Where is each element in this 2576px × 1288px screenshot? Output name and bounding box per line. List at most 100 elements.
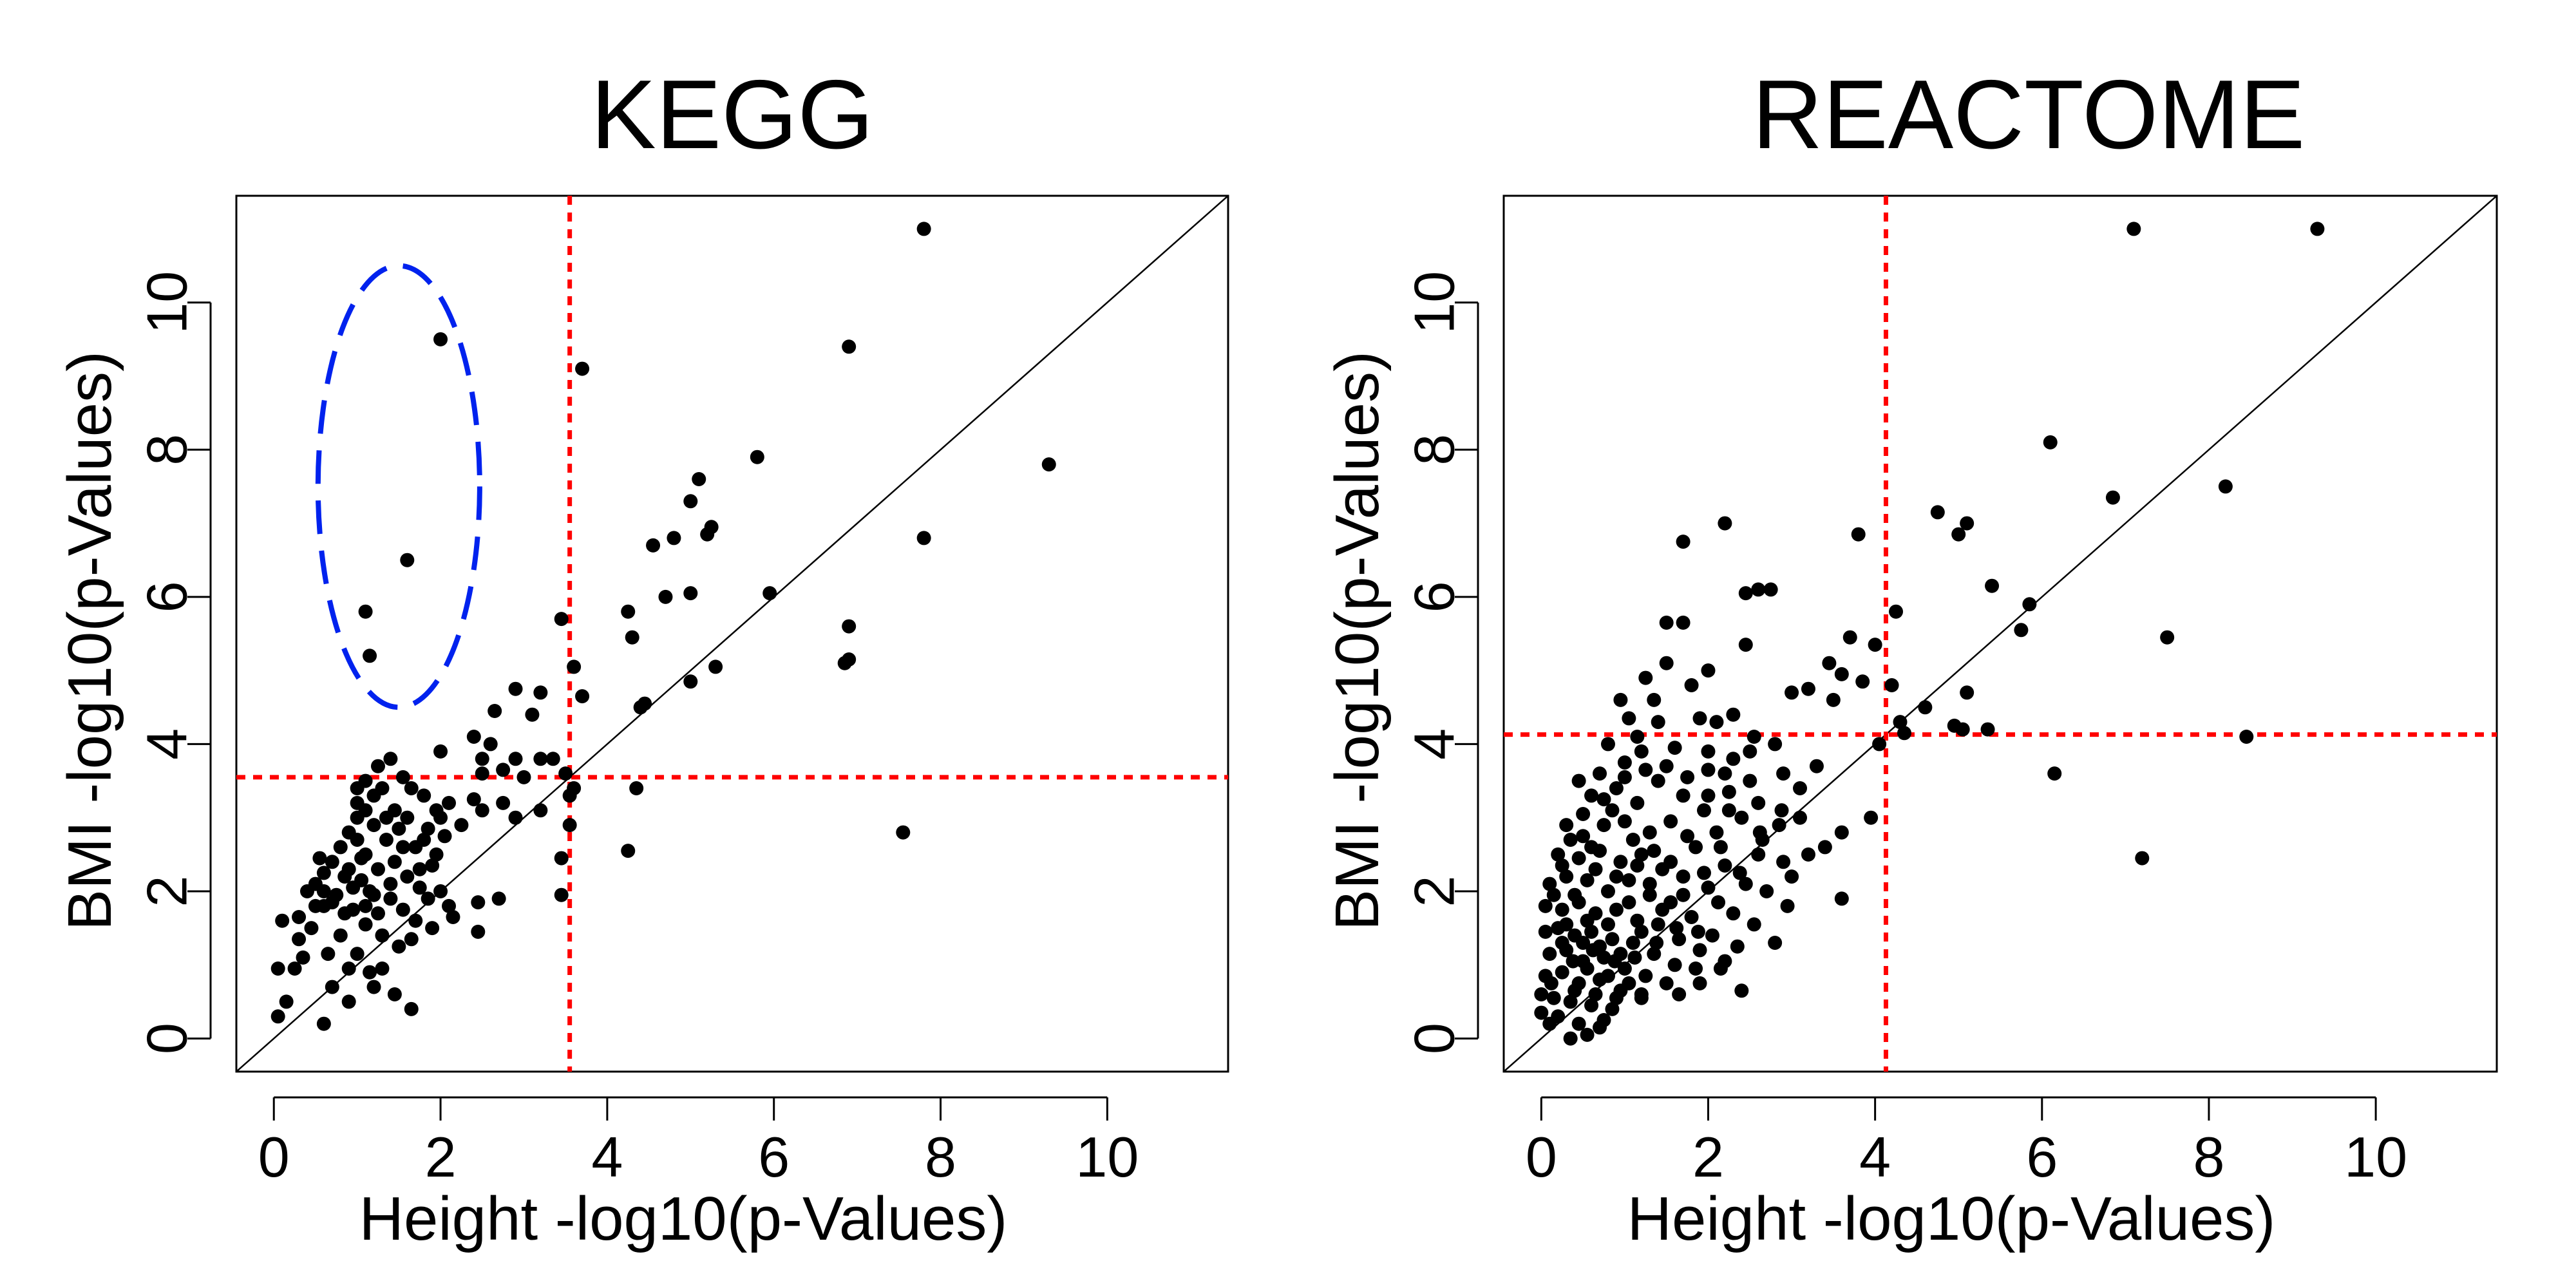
reactome-data-point xyxy=(1534,1005,1549,1020)
reactome-data-point xyxy=(1600,969,1615,983)
reactome-data-point xyxy=(1625,936,1640,950)
reactome-data-point xyxy=(1647,947,1662,961)
kegg-data-point xyxy=(496,795,511,810)
kegg-data-point xyxy=(567,781,582,795)
kegg-data-point xyxy=(275,913,290,928)
reactome-data-point xyxy=(1851,527,1866,542)
kegg-data-point xyxy=(417,833,431,847)
reactome-data-point xyxy=(1730,939,1745,954)
reactome-data-point xyxy=(1659,976,1674,990)
reactome-data-point xyxy=(1551,1009,1566,1024)
reactome-data-point xyxy=(1809,759,1824,773)
reactome-data-point xyxy=(1701,663,1716,678)
reactome-data-point xyxy=(1642,876,1657,891)
kegg-plot-frame xyxy=(235,194,1229,1073)
reactome-data-point xyxy=(1701,788,1716,803)
reactome-data-point xyxy=(1555,858,1569,873)
reactome-data-point xyxy=(1596,950,1611,965)
kegg-data-point xyxy=(292,910,307,924)
reactome-x-tick-label: 8 xyxy=(2193,1125,2224,1189)
reactome-data-point xyxy=(1696,803,1711,818)
reactome-data-point xyxy=(1793,810,1808,825)
reactome-data-point xyxy=(1566,954,1580,969)
kegg-data-point xyxy=(554,851,569,866)
kegg-data-point xyxy=(916,222,931,236)
reactome-data-point xyxy=(1613,692,1628,707)
kegg-y-tick-label: 6 xyxy=(135,581,199,612)
kegg-data-point xyxy=(633,700,648,715)
kegg-data-point xyxy=(346,880,361,895)
kegg-data-point xyxy=(296,950,310,965)
kegg-data-point xyxy=(692,472,706,486)
reactome-y-tick-label: 10 xyxy=(1403,271,1466,334)
kegg-x-tick-label: 2 xyxy=(425,1125,457,1189)
reactome-data-point xyxy=(1822,656,1837,670)
reactome-diagonal-line xyxy=(1504,196,2497,1072)
kegg-data-point xyxy=(412,880,427,895)
kegg-data-point xyxy=(383,876,398,891)
kegg-data-point xyxy=(491,891,506,906)
reactome-data-point xyxy=(1709,825,1724,840)
reactome-data-point xyxy=(2014,623,2029,638)
kegg-data-point xyxy=(421,891,435,906)
reactome-data-point xyxy=(1605,803,1620,818)
kegg-data-point xyxy=(700,527,715,542)
reactome-data-point xyxy=(1680,829,1695,844)
reactome-data-point xyxy=(2239,730,2254,744)
reactome-data-point xyxy=(1884,678,1899,692)
reactome-data-point xyxy=(1785,685,1799,700)
reactome-data-point xyxy=(1772,818,1786,833)
kegg-data-point xyxy=(683,494,698,509)
reactome-data-point xyxy=(1780,898,1795,913)
kegg-data-point xyxy=(545,752,560,766)
reactome-data-point xyxy=(1684,910,1699,924)
kegg-data-point xyxy=(333,840,348,855)
reactome-data-point xyxy=(1647,692,1662,707)
reactome-data-point xyxy=(1555,965,1569,980)
kegg-data-point xyxy=(366,788,381,803)
reactome-data-point xyxy=(1768,936,1783,950)
reactome-data-point xyxy=(1718,516,1732,531)
reactome-data-point xyxy=(1642,825,1657,840)
reactome-data-point xyxy=(1918,700,1933,715)
reactome-data-point xyxy=(1690,924,1705,939)
reactome-data-point xyxy=(1951,527,1966,542)
reactome-data-point xyxy=(1667,741,1682,755)
kegg-data-point xyxy=(658,589,673,604)
reactome-y-tick-label: 4 xyxy=(1403,728,1466,760)
reactome-data-point xyxy=(1634,847,1649,862)
reactome-data-point xyxy=(1676,615,1690,630)
reactome-data-point xyxy=(1692,943,1707,958)
kegg-data-point xyxy=(433,884,448,898)
kegg-data-point xyxy=(683,674,698,689)
kegg-data-point xyxy=(379,810,393,825)
kegg-x-axis-label: Height -log10(p-Values) xyxy=(359,1184,1008,1253)
reactome-y-axis-label: BMI -log10(p-Values) xyxy=(1323,351,1392,931)
kegg-data-point xyxy=(395,840,410,855)
reactome-data-point xyxy=(2160,630,2175,645)
reactome-data-point xyxy=(1617,755,1632,770)
reactome-data-point xyxy=(1751,795,1766,810)
reactome-plot-area xyxy=(1504,196,2497,1072)
reactome-data-point xyxy=(1801,681,1815,696)
kegg-data-point xyxy=(387,987,402,1001)
reactome-data-point xyxy=(1747,730,1761,744)
reactome-x-tick-label: 10 xyxy=(2344,1125,2407,1189)
reactome-data-point xyxy=(2043,435,2058,450)
reactome-y-tick-label: 8 xyxy=(1403,434,1466,466)
reactome-data-point xyxy=(1738,638,1753,652)
reactome-data-point xyxy=(1747,917,1761,932)
kegg-data-point xyxy=(366,818,381,833)
kegg-data-point xyxy=(533,803,548,818)
reactome-data-point xyxy=(1551,847,1566,862)
kegg-data-point xyxy=(404,932,419,947)
reactome-data-point xyxy=(1667,958,1682,972)
kegg-data-point xyxy=(1041,457,1056,472)
kegg-diagonal-line xyxy=(236,196,1228,1072)
kegg-data-point xyxy=(346,902,361,917)
reactome-data-point xyxy=(1576,829,1591,844)
kegg-data-point xyxy=(562,818,577,833)
kegg-data-point xyxy=(395,770,410,784)
reactome-data-point xyxy=(1617,770,1632,784)
kegg-data-point xyxy=(429,803,444,818)
